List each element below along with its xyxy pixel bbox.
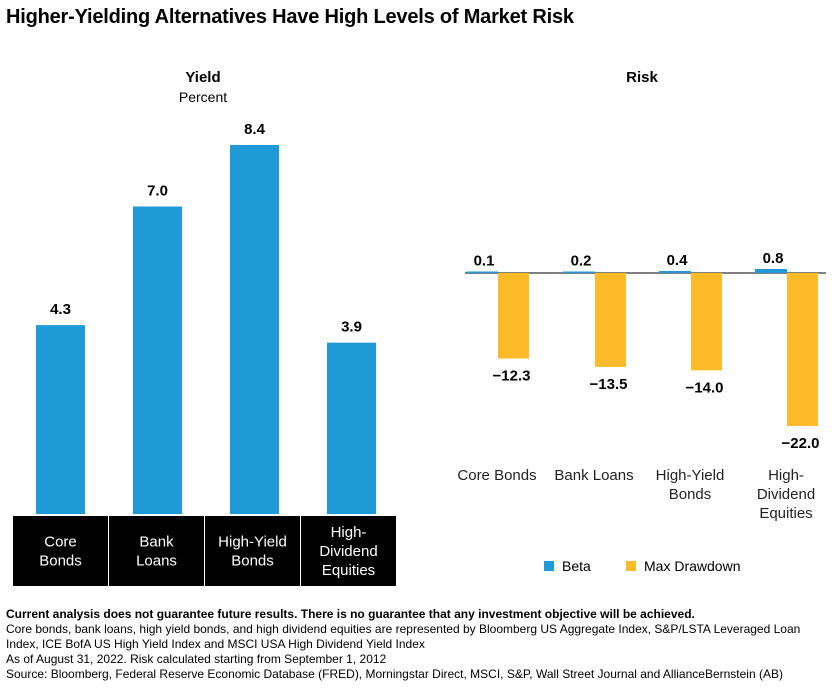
- risk-drawdown-label-core-bonds: −12.3: [493, 368, 531, 385]
- footer-note-3: As of August 31, 2022. Risk calculated s…: [6, 652, 387, 666]
- risk-beta-label-bank-loans: 0.2: [571, 253, 592, 270]
- yield-bar-high-yield-bonds: [230, 145, 279, 514]
- yield-category-label-bank-loans-0: Bank: [139, 534, 174, 551]
- risk-drawdown-label-bank-loans: −13.5: [590, 376, 628, 393]
- chart-canvas: 4.3 7.0 8.4 3.9 Core Bonds Bank Loans High-Yield…: [13, 121, 826, 586]
- risk-category-label-high-dividend-equities-1: Dividend: [757, 486, 815, 503]
- footer: Current analysis does not guarantee futu…: [6, 607, 836, 682]
- risk-drawdown-label-high-dividend-equities: −22.0: [782, 435, 820, 452]
- risk-category-label-high-dividend-equities-0: High-: [768, 467, 804, 484]
- yield-bar-bank-loans: [133, 206, 182, 514]
- risk-beta-bar-bank-loans: [563, 271, 595, 273]
- risk-drawdown-label-high-yield-bonds: −14.0: [686, 379, 724, 396]
- yield-category-label-high-dividend-equities-0: High-: [331, 524, 367, 541]
- risk-drawdown-bar-bank-loans: [595, 273, 626, 367]
- yield-bar-high-dividend-equities: [327, 342, 376, 514]
- legend-item-drawdown: Max Drawdown: [626, 558, 740, 574]
- yield-category-label-core-bonds-1: Bonds: [39, 553, 82, 570]
- yield-category-label-bank-loans-1: Loans: [136, 553, 177, 570]
- yield-value-label-core-bonds: 4.3: [50, 301, 71, 318]
- footer-source: Source: Bloomberg, Federal Reserve Econo…: [6, 667, 783, 681]
- risk-category-label-high-dividend-equities-2: Equities: [759, 505, 812, 522]
- yield-value-label-bank-loans: 7.0: [147, 183, 168, 200]
- yield-category-box-bank-loans: [109, 516, 204, 586]
- legend-swatch-drawdown: [626, 561, 636, 571]
- risk-drawdown-bar-high-yield-bonds: [691, 273, 722, 371]
- yield-category-label-high-dividend-equities-2: Equities: [322, 562, 375, 579]
- yield-category-box-high-yield-bonds: [205, 516, 300, 586]
- legend-label-drawdown: Max Drawdown: [644, 558, 741, 574]
- risk-category-label-core-bonds-0: Core Bonds: [457, 467, 536, 484]
- yield-value-label-high-dividend-equities: 3.9: [341, 319, 362, 336]
- risk-beta-bar-high-yield-bonds: [659, 271, 691, 273]
- risk-beta-bar-high-dividend-equities: [755, 269, 787, 273]
- footer-disclaimer: Current analysis does not guarantee futu…: [6, 607, 695, 621]
- yield-bar-core-bonds: [36, 325, 85, 514]
- risk-category-label-high-yield-bonds-0: High-Yield: [656, 467, 725, 484]
- risk-category-label-high-yield-bonds-1: Bonds: [669, 486, 712, 503]
- footer-note-2: Index, ICE BofA US High Yield Index and …: [6, 637, 425, 651]
- yield-category-label-high-yield-bonds-1: Bonds: [231, 553, 274, 570]
- risk-drawdown-bar-high-dividend-equities: [787, 273, 818, 426]
- risk-beta-label-core-bonds: 0.1: [474, 253, 495, 270]
- yield-panel-title: Yield: [185, 69, 221, 86]
- yield-category-label-high-yield-bonds-0: High-Yield: [218, 534, 287, 551]
- risk-panel-title: Risk: [626, 69, 658, 86]
- yield-value-label-high-yield-bonds: 8.4: [244, 121, 266, 138]
- yield-category-box-high-dividend-equities: [301, 516, 396, 586]
- risk-drawdown-bar-core-bonds: [498, 273, 529, 359]
- legend-item-beta: Beta: [544, 558, 591, 574]
- yield-panel-subtitle: Percent: [178, 89, 228, 105]
- yield-category-label-high-dividend-equities-1: Dividend: [319, 543, 377, 560]
- risk-category-label-bank-loans-0: Bank Loans: [554, 467, 633, 484]
- risk-beta-bar-core-bonds: [466, 271, 498, 273]
- legend-label-beta: Beta: [562, 558, 591, 574]
- yield-category-label-core-bonds-0: Core: [44, 534, 77, 551]
- yield-category-box-core-bonds: [13, 516, 108, 586]
- legend-swatch-beta: [544, 561, 554, 571]
- risk-beta-label-high-yield-bonds: 0.4: [667, 252, 689, 269]
- chart-title: Higher-Yielding Alternatives Have High L…: [6, 6, 574, 28]
- risk-beta-label-high-dividend-equities: 0.8: [763, 250, 784, 267]
- footer-note-1: Core bonds, bank loans, high yield bonds…: [6, 622, 801, 636]
